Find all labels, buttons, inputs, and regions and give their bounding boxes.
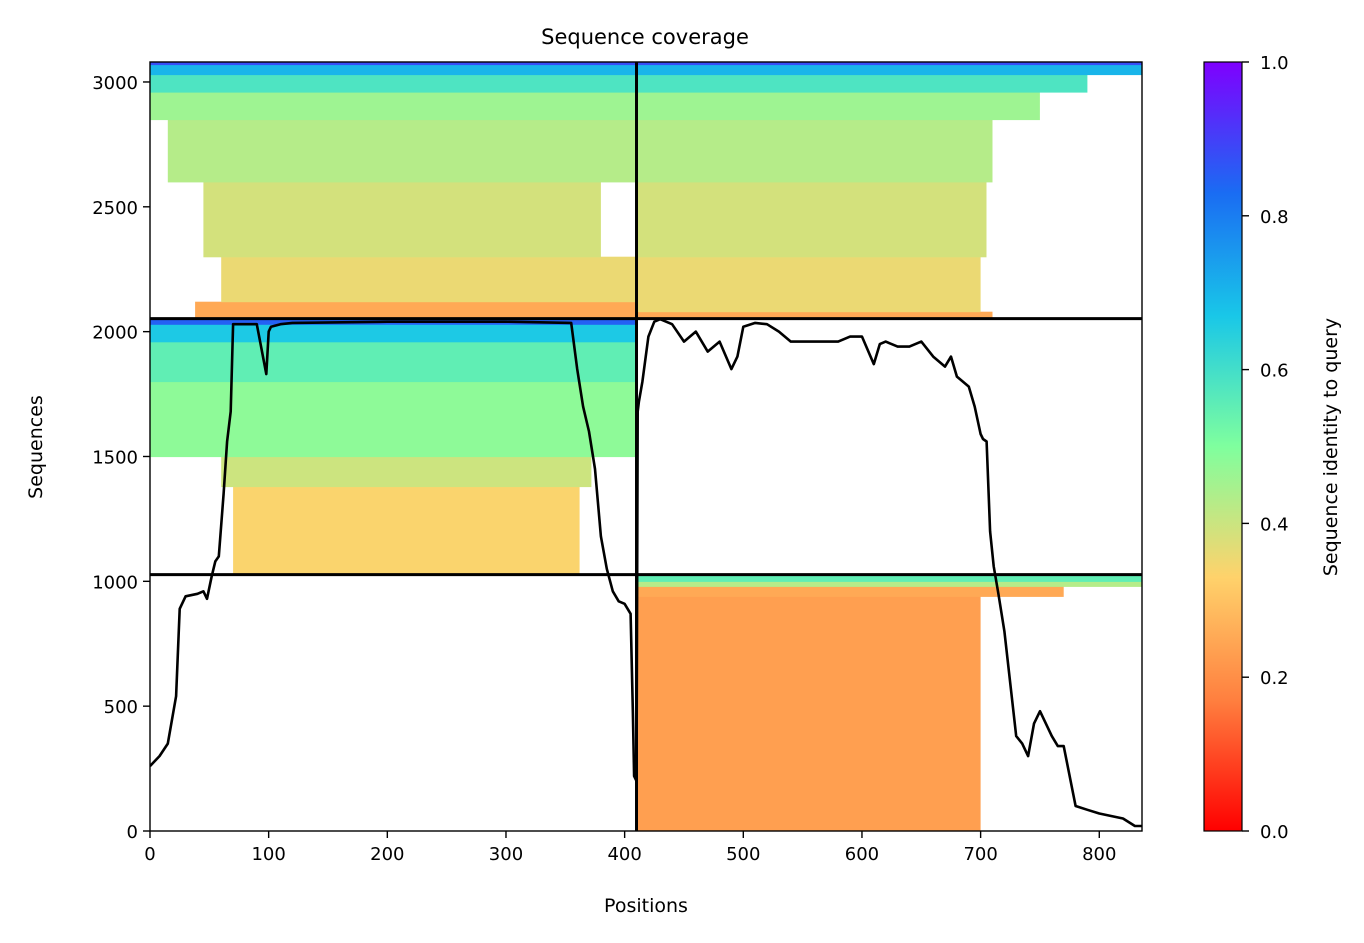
y-axis-label: Sequences [25, 395, 47, 499]
heatmap-band-2-2 [150, 381, 637, 458]
x-tick-label-5: 500 [726, 844, 760, 865]
heatmap-band-1-7 [636, 62, 1142, 66]
heatmap-band-2-1 [221, 456, 592, 488]
x-axis-label: Positions [604, 895, 688, 917]
x-tick-label-2: 200 [370, 844, 404, 865]
y-tick-label-4: 2000 [92, 323, 138, 344]
heatmap-band-3-0 [636, 596, 981, 831]
heatmap-band-1-0 [636, 311, 993, 320]
x-tick-label-8: 800 [1082, 844, 1116, 865]
colorbar-tick-label-3: 0.6 [1260, 361, 1289, 382]
colorbar-axis: 0.0 0.2 0.4 0.6 0.8 1.0 [1242, 53, 1289, 843]
x-tick-label-7: 700 [963, 844, 997, 865]
plot-frame [149, 61, 1143, 832]
colorbar-tick-label-2: 0.4 [1260, 514, 1289, 535]
heatmap-band-1-3 [636, 119, 993, 183]
heatmap-band-2-0 [233, 486, 580, 576]
heatmap-band-1-4 [636, 92, 1040, 121]
heatmap-band-0-7 [150, 62, 637, 66]
heatmap-band-0-1 [221, 256, 637, 303]
heatmap-band-0-5 [150, 74, 637, 93]
heatmap-band-1-1 [636, 256, 981, 313]
y-axis: 0 500 1000 1500 2000 2500 3000 [92, 73, 150, 843]
colorbar-tick-label-1: 0.2 [1260, 668, 1289, 689]
y-tick-label-2: 1000 [92, 572, 138, 593]
heatmap-band-2-4 [150, 324, 637, 343]
colorbar [1203, 61, 1243, 832]
chart-title: Sequence coverage [541, 25, 749, 49]
y-tick-label-3: 1500 [92, 447, 138, 468]
coverage-heatmap [150, 62, 1142, 831]
heatmap-band-1-6 [636, 64, 1142, 76]
heatmap-band-3-3 [636, 574, 1142, 582]
x-tick-label-1: 100 [251, 844, 285, 865]
y-tick-label-1: 500 [104, 697, 138, 718]
heatmap-band-0-0 [195, 301, 637, 320]
heatmap-band-2-3 [150, 341, 637, 383]
colorbar-tick-label-4: 0.8 [1260, 207, 1289, 228]
heatmap-band-0-6 [150, 64, 637, 76]
colorbar-tick-label-0: 0.0 [1260, 822, 1289, 843]
heatmap-band-1-5 [636, 74, 1088, 93]
heatmap-band-3-2 [636, 581, 1142, 587]
heatmap-band-0-3 [167, 119, 637, 183]
x-tick-label-3: 300 [489, 844, 523, 865]
y-tick-label-0: 0 [127, 822, 138, 843]
heatmap-band-1-2 [636, 181, 987, 258]
x-tick-label-6: 600 [845, 844, 879, 865]
colorbar-tick-label-5: 1.0 [1260, 53, 1289, 74]
x-tick-label-4: 400 [607, 844, 641, 865]
x-tick-label-0: 0 [144, 844, 155, 865]
x-axis: 0 100 200 300 400 500 600 700 800 [144, 831, 1116, 865]
heatmap-band-0-4 [150, 92, 637, 121]
colorbar-label: Sequence identity to query [1320, 318, 1342, 576]
heatmap-band-0-2 [203, 181, 601, 258]
y-tick-label-6: 3000 [92, 73, 138, 94]
heatmap-band-3-1 [636, 586, 1064, 597]
coverage-line [150, 317, 1142, 828]
y-tick-label-5: 2500 [92, 198, 138, 219]
